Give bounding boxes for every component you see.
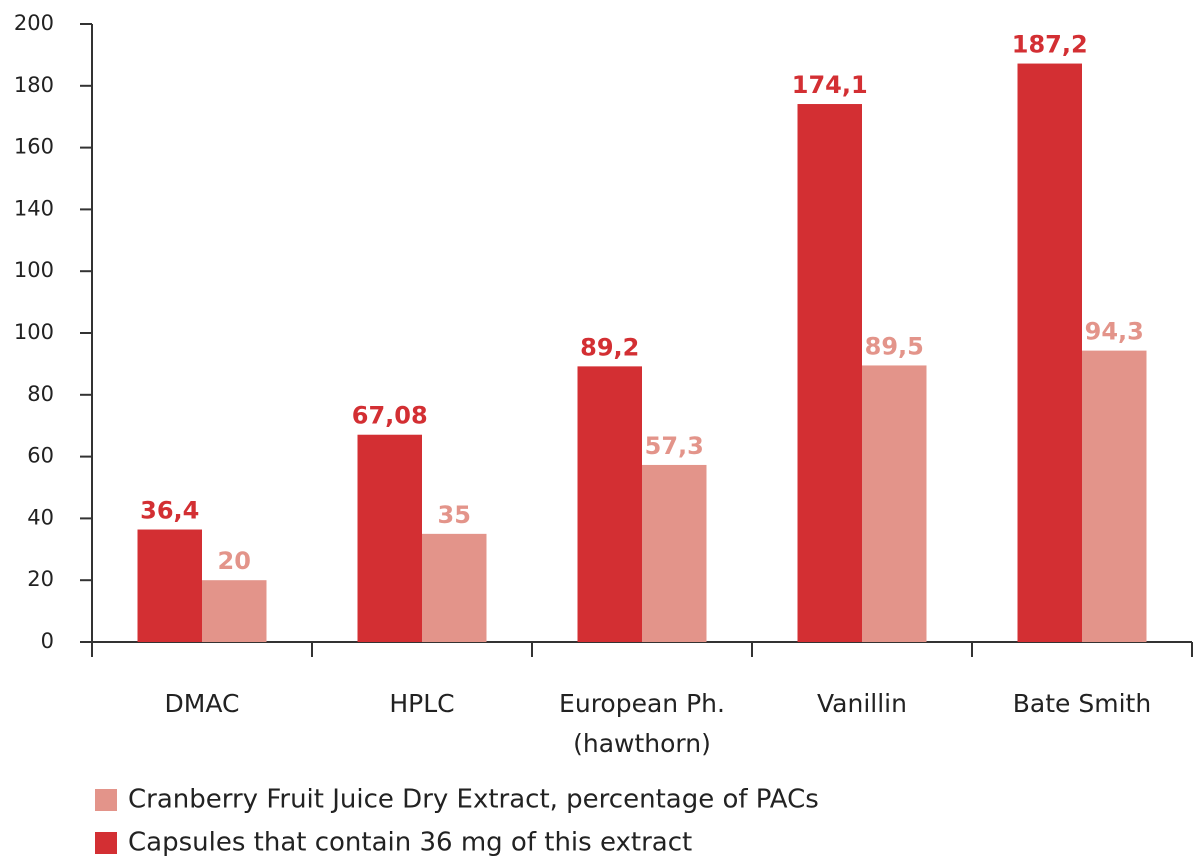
value-label: 20 [218,547,251,575]
value-label: 57,3 [645,432,704,460]
bar [577,366,642,642]
value-label: 67,08 [352,402,428,430]
bar [357,434,422,642]
y-tick-label: 40 [27,505,54,529]
y-tick-label: 160 [14,135,54,159]
legend-swatch [95,832,117,854]
value-label: 89,2 [580,333,639,361]
bar [137,529,202,642]
x-tick-label: Vanillin [817,689,907,718]
value-label: 187,2 [1012,31,1088,59]
bar [797,104,862,642]
x-tick-label: European Ph. (hawthorn) [559,689,725,758]
y-tick-label: 80 [27,382,54,406]
x-tick-label: HPLC [389,689,454,718]
value-label: 35 [438,501,471,529]
value-label: 89,5 [865,332,924,360]
bar [422,533,487,642]
value-label: 174,1 [792,71,868,99]
value-label: 36,4 [140,497,199,525]
y-tick-label: 20 [27,567,54,591]
bar [862,365,927,642]
y-tick-label: 100 [14,258,54,282]
y-tick-label: 60 [27,444,54,468]
y-tick-label: 180 [14,73,54,97]
y-tick-label: 140 [14,196,54,220]
x-tick-label: Bate Smith [1013,689,1151,718]
bar [1082,350,1147,642]
y-tick-label: 0 [41,629,54,653]
value-label: 94,3 [1085,318,1144,346]
bar [202,580,267,642]
legend-label: Capsules that contain 36 mg of this extr… [128,828,692,858]
bar [1017,63,1082,642]
legend-swatch [95,789,117,811]
y-tick-label: 100 [14,320,54,344]
legend-label: Cranberry Fruit Juice Dry Extract, perce… [128,785,819,815]
y-tick-label: 200 [14,11,54,35]
bar [642,464,707,642]
x-tick-label: DMAC [165,689,240,718]
